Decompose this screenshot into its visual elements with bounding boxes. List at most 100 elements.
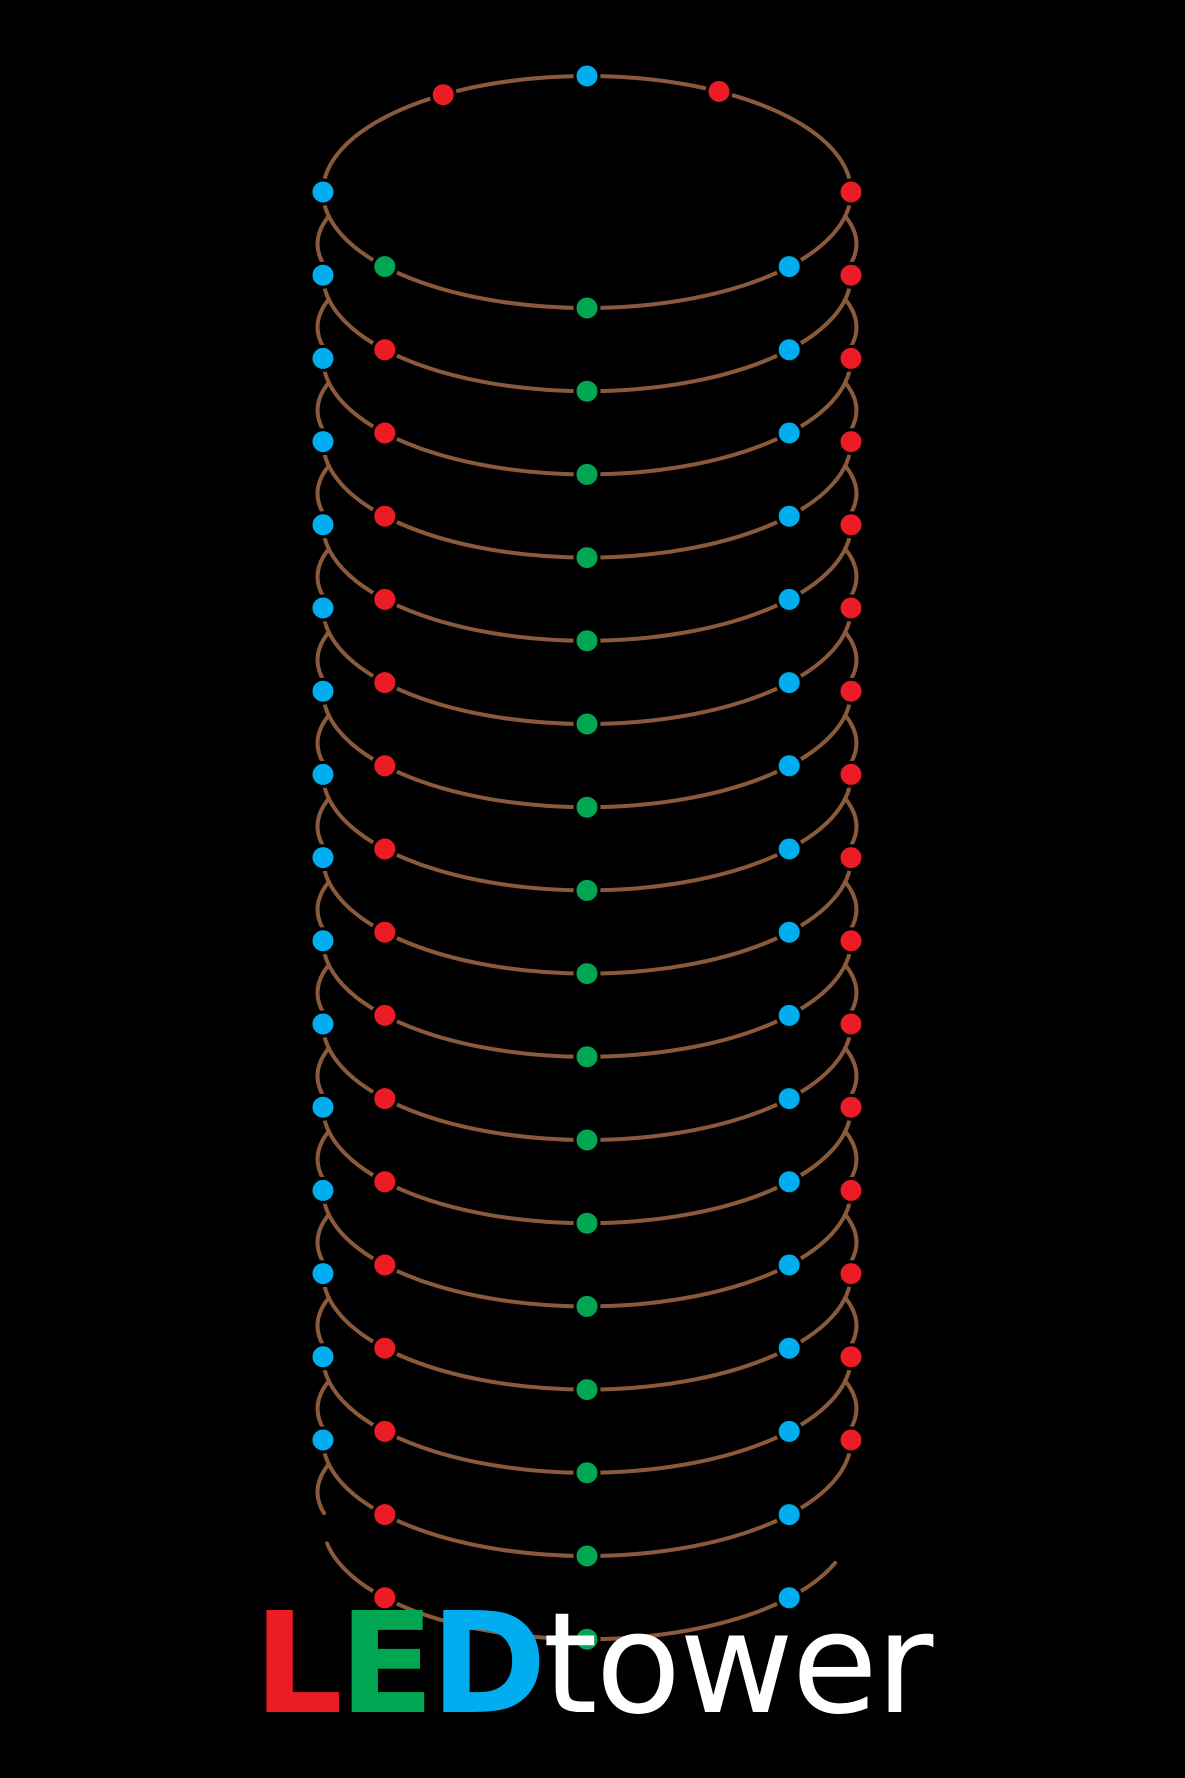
led-dot — [837, 594, 865, 622]
wire-connector — [315, 630, 331, 684]
wire-ring — [321, 273, 853, 394]
led-dot — [371, 253, 399, 281]
led-dot — [371, 1501, 399, 1529]
wire-connector — [315, 1212, 331, 1266]
wire-connector — [315, 1378, 331, 1432]
led-dot — [775, 1168, 803, 1196]
led-dot — [837, 1093, 865, 1121]
led-dot — [775, 1584, 803, 1612]
led-dot — [573, 62, 601, 90]
ledtower-logo: LEDtower — [0, 1580, 1185, 1750]
led-dot — [309, 1426, 337, 1454]
wire-ring — [321, 606, 853, 726]
led-dot — [371, 1334, 399, 1362]
wire-connector — [843, 796, 859, 850]
led-dot — [775, 835, 803, 863]
logo-letter-e: E — [338, 1583, 435, 1746]
led-dot — [309, 344, 337, 372]
led-dot — [775, 585, 803, 613]
led-dot — [309, 1260, 337, 1288]
wire-connector — [315, 297, 331, 351]
led-dot — [309, 1010, 337, 1038]
logo-word-tower: tower — [542, 1583, 934, 1746]
led-dot — [837, 1010, 865, 1038]
led-dot — [371, 1168, 399, 1196]
wire-connector — [843, 214, 859, 268]
wire-connector — [843, 1046, 859, 1100]
led-dot — [573, 627, 601, 655]
led-dot — [309, 760, 337, 788]
led-dot — [705, 78, 733, 105]
led-dot — [573, 710, 601, 738]
led-dot — [309, 1093, 337, 1121]
led-dot — [775, 1334, 803, 1362]
led-dot — [837, 178, 865, 206]
led-dot — [573, 1043, 601, 1071]
led-dot — [573, 876, 601, 904]
wire-connector — [315, 962, 331, 1016]
wire-ring — [321, 855, 853, 976]
wire-connector — [315, 1295, 331, 1349]
led-dot — [371, 1417, 399, 1445]
wire-connector — [315, 463, 331, 517]
led-dot — [775, 1501, 803, 1529]
led-dot — [775, 1085, 803, 1113]
led-dot — [573, 1376, 601, 1404]
wire-ring — [321, 439, 853, 560]
logo-letter-d: D — [430, 1583, 546, 1746]
wire-ring — [321, 1438, 853, 1558]
wire-connector — [315, 380, 331, 434]
led-dot — [371, 1251, 399, 1279]
led-dot — [573, 1126, 601, 1154]
wire-connector — [315, 1129, 331, 1183]
led-dot — [573, 960, 601, 988]
wire-ring — [321, 689, 853, 810]
led-dot — [837, 1260, 865, 1288]
led-dot — [371, 835, 399, 863]
led-dot — [775, 253, 803, 281]
wire-ring — [321, 772, 853, 893]
led-dot — [837, 344, 865, 372]
wire-connector — [843, 297, 859, 351]
led-dot — [775, 752, 803, 780]
led-dot — [837, 927, 865, 955]
led-dot — [309, 261, 337, 289]
wire-connector — [315, 546, 331, 600]
wire-ring — [321, 1022, 853, 1142]
led-dot — [309, 178, 337, 206]
led-dot — [837, 1343, 865, 1371]
led-dot — [775, 918, 803, 946]
wire-ring — [321, 1188, 853, 1309]
led-dot — [837, 677, 865, 705]
wire-connector — [843, 1378, 859, 1432]
led-dot — [837, 261, 865, 289]
led-dot — [309, 1176, 337, 1204]
wire-connector — [315, 713, 331, 767]
wire-connector — [843, 879, 859, 933]
wire-ring — [321, 1105, 853, 1226]
led-dot — [371, 1584, 399, 1612]
led-dot — [371, 1085, 399, 1113]
led-dot — [837, 1176, 865, 1204]
wire-connector — [843, 1129, 859, 1183]
led-dot — [371, 918, 399, 946]
led-dot — [837, 511, 865, 539]
led-dot — [309, 511, 337, 539]
wire-connector — [843, 1212, 859, 1266]
wire-ring — [321, 938, 853, 1059]
led-dot — [371, 585, 399, 613]
led-dot — [573, 1459, 601, 1487]
led-dot — [309, 927, 337, 955]
led-dot — [573, 1542, 601, 1570]
led-dots — [309, 62, 865, 1653]
led-dot — [837, 1426, 865, 1454]
wire-connector — [843, 713, 859, 767]
led-dot — [573, 460, 601, 488]
led-dot — [775, 1001, 803, 1029]
led-dot — [371, 1001, 399, 1029]
logo-letter-l: L — [253, 1583, 343, 1746]
led-dot — [573, 1625, 601, 1653]
led-dot — [837, 428, 865, 456]
